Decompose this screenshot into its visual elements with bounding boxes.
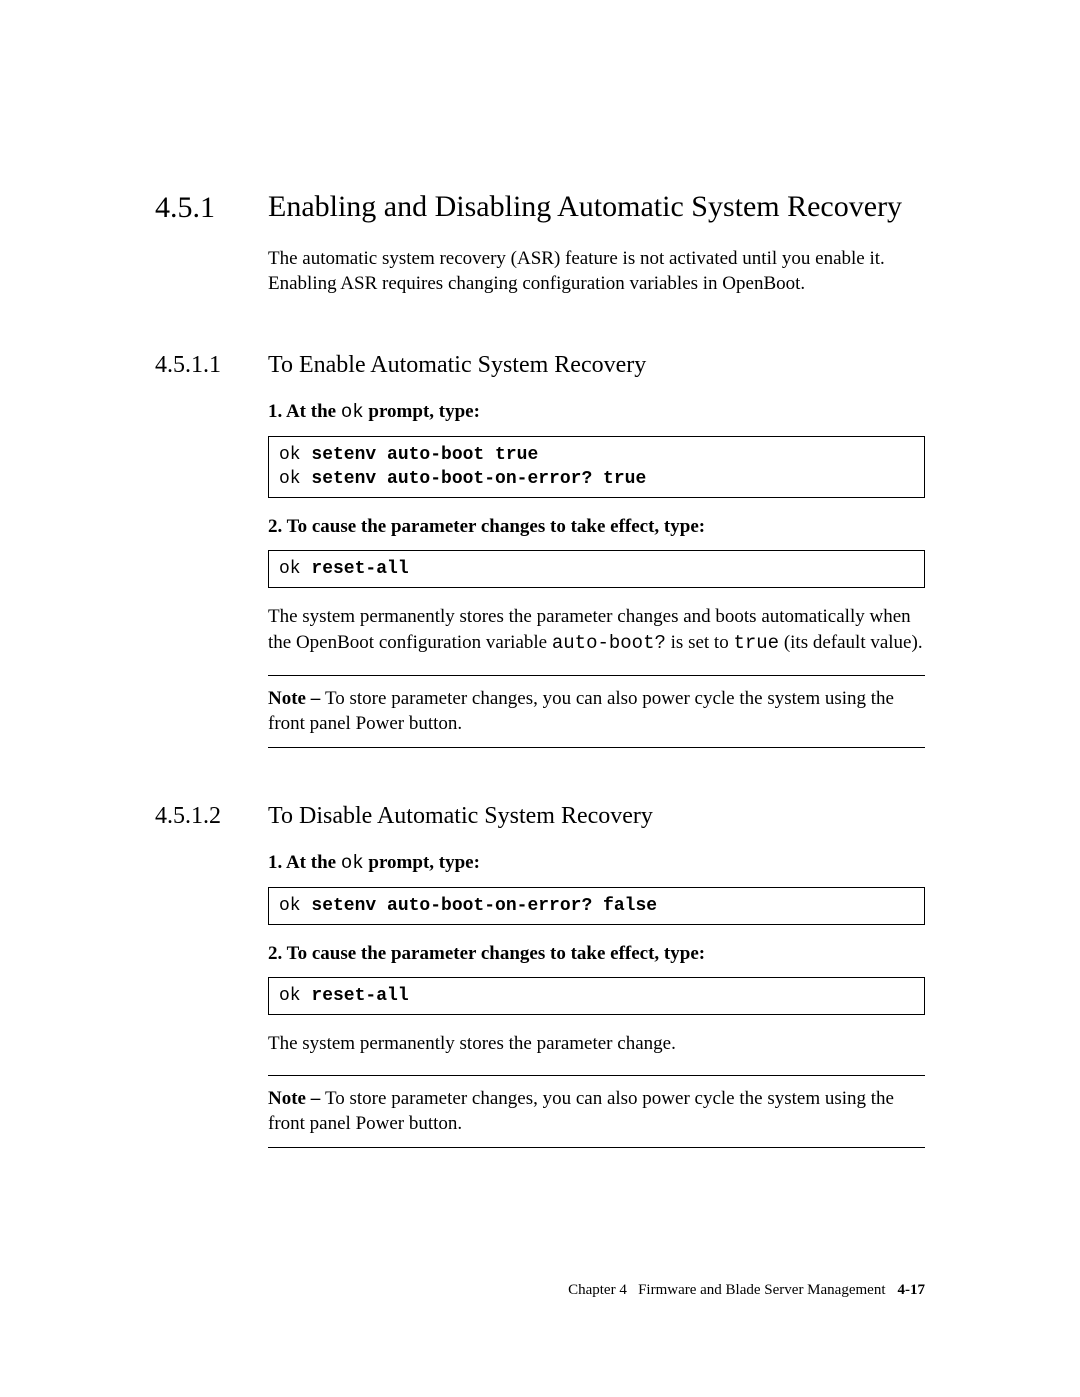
subsection-number: 4.5.1.2 (155, 800, 221, 832)
inline-code: ok (341, 401, 364, 423)
inline-code: true (733, 632, 779, 654)
footer-chapter: Chapter 4 (568, 1282, 627, 1298)
text-part: is set to (666, 632, 734, 653)
inline-code: auto-boot? (552, 632, 666, 654)
section-title: Enabling and Disabling Automatic System … (268, 188, 925, 226)
step-part: 1. At the (268, 401, 341, 422)
step-part: prompt, type: (364, 401, 480, 422)
code-box: ok setenv auto-boot-on-error? false (268, 887, 925, 925)
step-text: 2. To cause the parameter changes to tak… (268, 514, 925, 540)
note-label: Note – (268, 688, 325, 709)
subsection-heading: 4.5.1.1 To Enable Automatic System Recov… (268, 349, 925, 381)
body-paragraph: The system permanently stores the parame… (268, 1031, 925, 1057)
command: reset-all (311, 559, 408, 579)
prompt: ok (279, 896, 311, 916)
command: setenv auto-boot true (311, 445, 538, 465)
note-box: Note – To store parameter changes, you c… (268, 1075, 925, 1148)
prompt: ok (279, 469, 311, 489)
subsection-title: To Enable Automatic System Recovery (268, 349, 925, 381)
code-box: ok reset-all (268, 977, 925, 1015)
step-text: 2. To cause the parameter changes to tak… (268, 941, 925, 967)
content-area: 4.5.1 Enabling and Disabling Automatic S… (268, 0, 925, 1148)
prompt: ok (279, 559, 311, 579)
section-heading: 4.5.1 Enabling and Disabling Automatic S… (268, 188, 925, 226)
step-part: 1. At the (268, 852, 341, 873)
prompt: ok (279, 445, 311, 465)
subsection-number: 4.5.1.1 (155, 349, 221, 381)
step-part: prompt, type: (364, 852, 480, 873)
page: 4.5.1 Enabling and Disabling Automatic S… (0, 0, 1080, 1397)
prompt: ok (279, 986, 311, 1006)
subsection-title: To Disable Automatic System Recovery (268, 800, 925, 832)
section-number: 4.5.1 (155, 188, 215, 229)
command: reset-all (311, 986, 408, 1006)
command: setenv auto-boot-on-error? false (311, 896, 657, 916)
subsection-heading: 4.5.1.2 To Disable Automatic System Reco… (268, 800, 925, 832)
note-label: Note – (268, 1088, 325, 1109)
command: setenv auto-boot-on-error? true (311, 469, 646, 489)
footer-title: Firmware and Blade Server Management (638, 1282, 885, 1298)
footer-page-number: 4-17 (898, 1282, 926, 1298)
text-part: (its default value). (779, 632, 923, 653)
body-paragraph: The system permanently stores the parame… (268, 604, 925, 656)
page-footer: Chapter 4 Firmware and Blade Server Mana… (568, 1280, 925, 1300)
step-text: 1. At the ok prompt, type: (268, 850, 925, 877)
note-box: Note – To store parameter changes, you c… (268, 675, 925, 748)
note-text: To store parameter changes, you can also… (268, 1088, 894, 1135)
intro-paragraph: The automatic system recovery (ASR) feat… (268, 246, 925, 297)
code-box: ok reset-all (268, 550, 925, 588)
code-box: ok setenv auto-boot true ok setenv auto-… (268, 436, 925, 499)
note-text: To store parameter changes, you can also… (268, 688, 894, 735)
step-text: 1. At the ok prompt, type: (268, 399, 925, 426)
inline-code: ok (341, 852, 364, 874)
